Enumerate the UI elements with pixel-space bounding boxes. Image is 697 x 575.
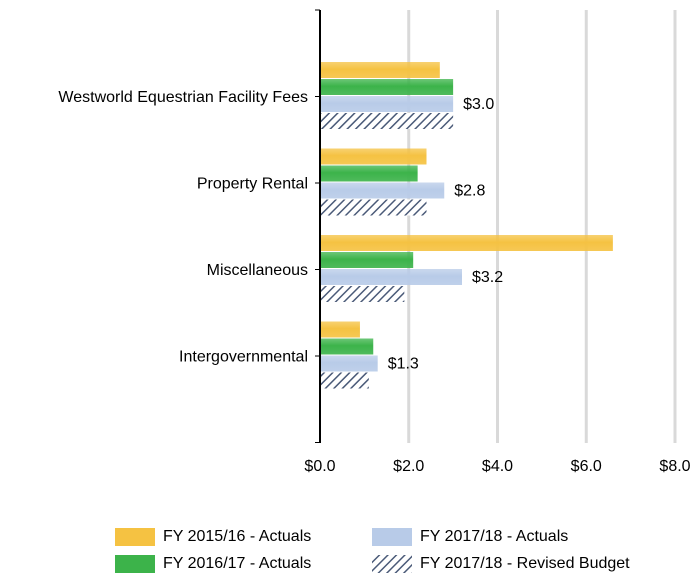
x-tick-label: $2.0 bbox=[393, 458, 424, 475]
legend-label: FY 2017/18 - Revised Budget bbox=[420, 555, 630, 572]
legend-swatch bbox=[372, 528, 412, 546]
bar bbox=[320, 252, 414, 268]
legend-label: FY 2017/18 - Actuals bbox=[420, 528, 568, 545]
bar bbox=[320, 62, 440, 78]
bar bbox=[320, 113, 454, 129]
bar bbox=[320, 199, 427, 216]
y-tick-label: Property Rental bbox=[197, 176, 308, 193]
bar bbox=[320, 235, 613, 251]
bar bbox=[320, 321, 360, 338]
legend-swatch bbox=[372, 555, 412, 573]
legend-swatch bbox=[115, 528, 155, 546]
x-tick-label: $8.0 bbox=[659, 458, 690, 475]
data-label: $2.8 bbox=[454, 183, 485, 200]
legend-label: FY 2016/17 - Actuals bbox=[163, 555, 311, 572]
data-label: $3.0 bbox=[463, 96, 494, 113]
y-tick-label: Intergovernmental bbox=[179, 349, 308, 366]
bar bbox=[320, 182, 445, 199]
bar bbox=[320, 338, 374, 355]
x-tick-label: $0.0 bbox=[304, 458, 335, 475]
x-tick-label: $4.0 bbox=[482, 458, 513, 475]
bar bbox=[320, 286, 405, 302]
bar bbox=[320, 79, 454, 95]
legend-swatch bbox=[115, 555, 155, 573]
x-tick-label: $6.0 bbox=[571, 458, 602, 475]
legend-label: FY 2015/16 - Actuals bbox=[163, 528, 311, 545]
bar bbox=[320, 96, 454, 112]
bar bbox=[320, 165, 418, 182]
bar bbox=[320, 372, 369, 389]
bar bbox=[320, 269, 462, 285]
bar bbox=[320, 355, 378, 372]
data-label: $3.2 bbox=[472, 269, 503, 286]
y-tick-label: Westworld Equestrian Facility Fees bbox=[58, 89, 308, 106]
y-tick-label: Miscellaneous bbox=[207, 262, 308, 279]
bar bbox=[320, 148, 427, 165]
data-label: $1.3 bbox=[388, 356, 419, 373]
